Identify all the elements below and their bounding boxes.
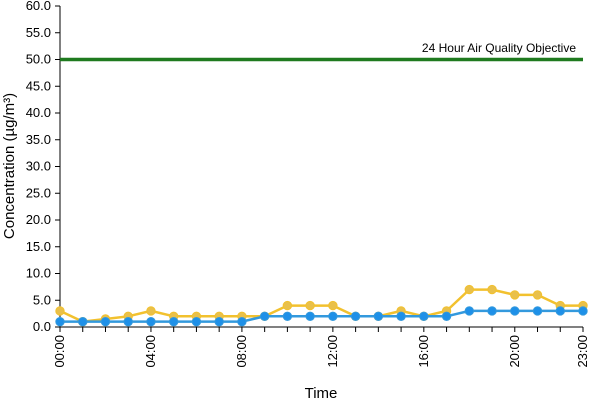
series-2-point	[237, 316, 247, 327]
series-1-point	[510, 290, 520, 300]
series-2-point	[191, 316, 202, 327]
y-axis-title: Concentration (µg/m³)	[1, 93, 18, 239]
series-2-point	[214, 316, 224, 327]
series-2-point	[328, 311, 338, 321]
y-tick-label: 5.0	[33, 292, 51, 307]
series-2-point	[487, 306, 497, 316]
x-tick-label: 12:00	[325, 335, 340, 368]
series-2-point	[532, 306, 543, 316]
series-2-point	[464, 306, 475, 316]
series-1-point	[305, 300, 315, 311]
y-tick-label: 30.0	[26, 159, 51, 174]
series-2-point	[555, 306, 565, 316]
series-2-point	[123, 316, 133, 327]
series-2-point	[373, 311, 384, 321]
series-1-point	[464, 284, 475, 295]
series-2-point	[441, 311, 452, 321]
series-1-point	[532, 290, 543, 300]
series-2-point	[419, 311, 429, 321]
reference-line-group: 24 Hour Air Quality Objective	[60, 41, 583, 62]
x-tick-label: 00:00	[52, 335, 67, 368]
series-2-point	[168, 316, 179, 327]
x-tick-label: 08:00	[234, 335, 249, 368]
y-tick-label: 35.0	[26, 132, 51, 147]
series-2-point	[350, 311, 361, 321]
y-tick-label: 0.0	[33, 319, 51, 334]
axes	[55, 5, 584, 332]
x-tick-label: 16:00	[416, 335, 431, 368]
series-2-point	[55, 316, 65, 327]
series-1-point	[55, 306, 65, 316]
series-2-line	[60, 309, 583, 323]
tick-labels: 0.0 5.0 10.0 15.0 20.0 25.0 30.0 35.0 40.0 45.0 50…	[26, 0, 590, 368]
y-tick-label: 60.0	[26, 0, 51, 13]
series-2-point	[259, 311, 270, 321]
series-2-point	[78, 316, 88, 327]
x-tick-label: 04:00	[143, 335, 158, 368]
x-axis-title: Time	[305, 385, 338, 400]
y-tick-label: 55.0	[26, 25, 51, 40]
series-1-point	[282, 300, 293, 311]
series-2-point	[305, 311, 315, 321]
series-2-point	[578, 306, 588, 316]
y-tick-label: 15.0	[26, 239, 51, 254]
series-2-point	[146, 316, 156, 327]
series-2-point	[396, 311, 406, 321]
x-tick-label: 20:00	[507, 335, 522, 368]
series-1-point	[487, 284, 497, 295]
y-tick-label: 50.0	[26, 52, 51, 67]
series-1-point	[146, 306, 156, 316]
series-2-point	[510, 306, 520, 316]
y-tick-label: 20.0	[26, 212, 51, 227]
y-tick-label: 25.0	[26, 185, 51, 200]
reference-line-label: 24 Hour Air Quality Objective	[422, 41, 576, 55]
x-tick-label: 23:00	[575, 335, 590, 368]
y-tick-label: 40.0	[26, 105, 51, 120]
y-tick-label: 10.0	[26, 266, 51, 281]
y-tick-label: 45.0	[26, 78, 51, 93]
series-2-point	[100, 316, 111, 327]
series-2-point	[282, 311, 293, 321]
series-1-point	[328, 300, 338, 311]
series-group	[55, 284, 588, 327]
